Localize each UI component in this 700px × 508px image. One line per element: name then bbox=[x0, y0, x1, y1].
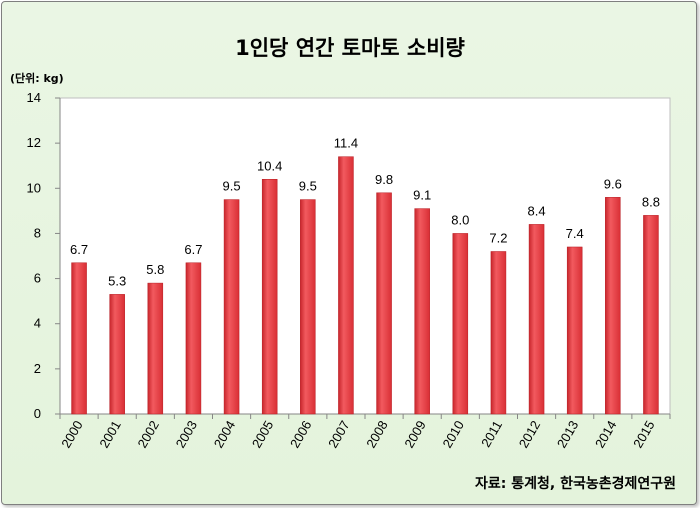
bar bbox=[300, 199, 316, 415]
y-tick-label: 4 bbox=[34, 316, 41, 331]
bars bbox=[71, 156, 659, 415]
data-label: 9.6 bbox=[604, 176, 622, 191]
bar bbox=[109, 294, 125, 415]
data-label: 5.8 bbox=[146, 262, 164, 277]
bar bbox=[261, 179, 278, 415]
y-tick-label: 10 bbox=[27, 180, 41, 195]
data-label: 9.8 bbox=[375, 172, 393, 187]
data-label: 10.4 bbox=[257, 158, 282, 173]
y-tick-label: 6 bbox=[34, 271, 41, 286]
data-label: 5.3 bbox=[108, 273, 126, 288]
x-tick-label: 2015 bbox=[630, 418, 657, 451]
data-labels: 6.7 5.3 5.8 6.7 9.5 10.4 9.5 11.4 9.8 9.1 8.0 7.2 8.… bbox=[70, 136, 660, 289]
y-tick-label: 12 bbox=[27, 135, 41, 150]
data-label: 7.4 bbox=[566, 226, 584, 241]
bar bbox=[643, 215, 659, 415]
x-tick-label: 2012 bbox=[516, 418, 543, 451]
data-label: 8.4 bbox=[528, 203, 546, 218]
x-axis: 2000 2001 2002 2003 2004 2005 2006 2007 2008 2009… bbox=[58, 413, 671, 451]
unit-label: (단위: kg) bbox=[10, 72, 64, 85]
bar bbox=[490, 251, 507, 415]
data-label: 9.5 bbox=[299, 179, 317, 194]
x-tick-label: 2007 bbox=[325, 418, 352, 451]
data-label: 9.5 bbox=[223, 179, 241, 194]
bar bbox=[528, 224, 545, 415]
bar bbox=[376, 192, 392, 415]
bar bbox=[566, 246, 583, 415]
x-tick-label: 2010 bbox=[439, 418, 466, 451]
y-tick-label: 8 bbox=[34, 225, 41, 240]
x-tick-label: 2014 bbox=[592, 418, 619, 451]
data-label: 9.1 bbox=[413, 188, 431, 203]
x-tick-label: 2003 bbox=[173, 418, 200, 451]
y-tick-label: 0 bbox=[34, 406, 41, 421]
bar bbox=[338, 156, 354, 415]
x-tick-label: 2009 bbox=[401, 418, 428, 451]
bar bbox=[185, 262, 202, 415]
data-label: 11.4 bbox=[334, 136, 358, 151]
data-label: 8.0 bbox=[451, 212, 469, 227]
x-tick-label: 2006 bbox=[287, 418, 314, 451]
source-note: 자료: 통계청, 한국농촌경제연구원 bbox=[475, 476, 676, 492]
data-label: 7.2 bbox=[489, 230, 507, 245]
x-tick-label: 2000 bbox=[58, 418, 85, 451]
chart-title: 1인당 연간 토마토 소비량 bbox=[235, 36, 465, 60]
bar bbox=[605, 197, 621, 415]
data-label: 8.8 bbox=[642, 194, 660, 209]
data-label: 6.7 bbox=[184, 242, 202, 257]
bar bbox=[414, 208, 430, 415]
data-label: 6.7 bbox=[70, 242, 88, 257]
x-tick-label: 2001 bbox=[96, 418, 123, 451]
y-tick-label: 2 bbox=[34, 361, 41, 376]
bar bbox=[71, 262, 87, 415]
bar bbox=[223, 199, 240, 415]
y-tick-label: 14 bbox=[27, 90, 41, 105]
bar bbox=[147, 282, 164, 415]
y-axis: 0 2 4 6 8 10 12 14 bbox=[27, 90, 61, 421]
x-tick-label: 2013 bbox=[554, 418, 581, 451]
x-tick-label: 2008 bbox=[363, 418, 390, 451]
x-tick-label: 2004 bbox=[211, 418, 238, 451]
x-tick-label: 2005 bbox=[249, 418, 276, 451]
bar bbox=[452, 233, 469, 415]
x-tick-label: 2002 bbox=[134, 418, 161, 451]
x-tick-label: 2011 bbox=[478, 418, 505, 450]
